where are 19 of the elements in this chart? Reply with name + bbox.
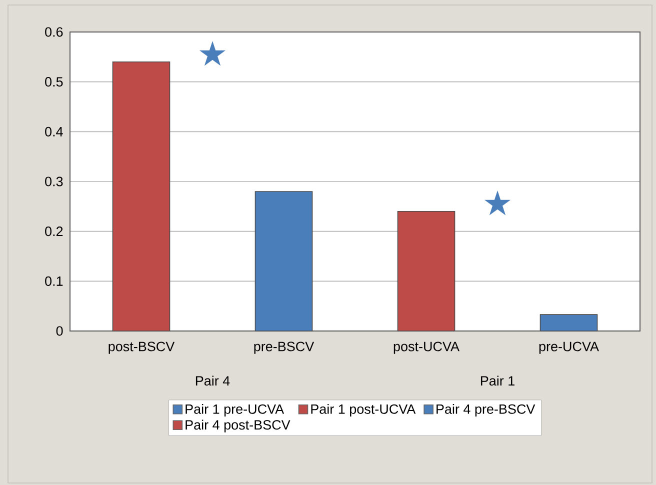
y-tick-label: 0.2 <box>45 226 63 236</box>
legend-label: Pair 1 pre-UCVA <box>186 404 284 417</box>
legend-label: Pair 1 post-UCVA <box>311 404 416 417</box>
y-tick-label: 0.4 <box>45 126 63 136</box>
text: Pair 4 <box>196 376 230 386</box>
y-tick-label: 0.3 <box>45 176 63 186</box>
y-tick-label: 0 <box>56 326 63 336</box>
x-tick-label: post-BSCV <box>108 342 175 354</box>
x-tick-label: pre-BSCV <box>254 342 314 354</box>
x-tick-label: pre-UCVA <box>539 342 599 354</box>
legend-label: Pair 4 post-BSCV <box>186 420 290 432</box>
annotation: ★ <box>199 40 226 66</box>
y-tick-label: 0.5 <box>45 77 63 87</box>
annotation: ★ <box>484 190 511 216</box>
legend-label: Pair 4 pre-BSCV <box>436 404 536 417</box>
y-tick-label: 0.6 <box>45 27 63 37</box>
text: Pair 1 <box>480 376 514 386</box>
x-tick-label: post-UCVA <box>394 342 460 354</box>
y-tick-label: 0.1 <box>45 276 63 286</box>
